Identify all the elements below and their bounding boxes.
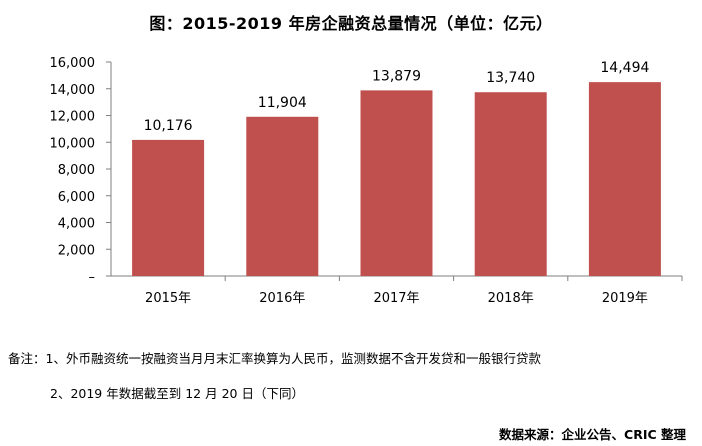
y-tick-label: 10,000 bbox=[50, 136, 96, 151]
x-tick-label: 2018年 bbox=[488, 291, 534, 306]
bar bbox=[588, 82, 661, 276]
x-tick-label: 2016年 bbox=[259, 291, 305, 306]
data-label: 11,904 bbox=[258, 95, 307, 111]
bar bbox=[474, 92, 547, 276]
y-tick-label: 6,000 bbox=[58, 190, 95, 205]
bar bbox=[360, 90, 433, 276]
y-tick-label: 2,000 bbox=[58, 243, 95, 258]
y-tick-label: 16,000 bbox=[50, 56, 96, 71]
x-tick-label: 2019年 bbox=[602, 291, 648, 306]
x-tick-label: 2017年 bbox=[373, 291, 419, 306]
bar bbox=[132, 139, 205, 276]
note-line-2: 2、2019 年数据截至到 12 月 20 日（下同） bbox=[50, 386, 304, 401]
data-label: 14,494 bbox=[600, 60, 649, 76]
y-tick-label: 12,000 bbox=[50, 110, 96, 125]
data-label: 13,740 bbox=[486, 70, 535, 86]
note-line-1: 备注：1、外币融资统一按融资当月月末汇率换算为人民币，监测数据不含开发贷和一般银… bbox=[8, 351, 541, 366]
bar-chart: – 2,000 4,000 6,000 8,000 10,000 12,000 14,000 1… bbox=[50, 56, 683, 306]
y-tick-label: 8,000 bbox=[58, 163, 95, 178]
y-tick-label: 14,000 bbox=[50, 83, 96, 98]
data-label: 13,879 bbox=[372, 68, 421, 84]
y-tick-label: 4,000 bbox=[58, 217, 95, 232]
x-tick-label: 2015年 bbox=[145, 291, 191, 306]
y-tick-label: – bbox=[89, 270, 96, 285]
data-source: 数据来源：企业公告、CRIC 整理 bbox=[499, 427, 686, 442]
bar bbox=[246, 116, 319, 276]
chart-title: 图：2015-2019 年房企融资总量情况（单位：亿元） bbox=[149, 14, 553, 33]
data-label: 10,176 bbox=[144, 118, 193, 134]
